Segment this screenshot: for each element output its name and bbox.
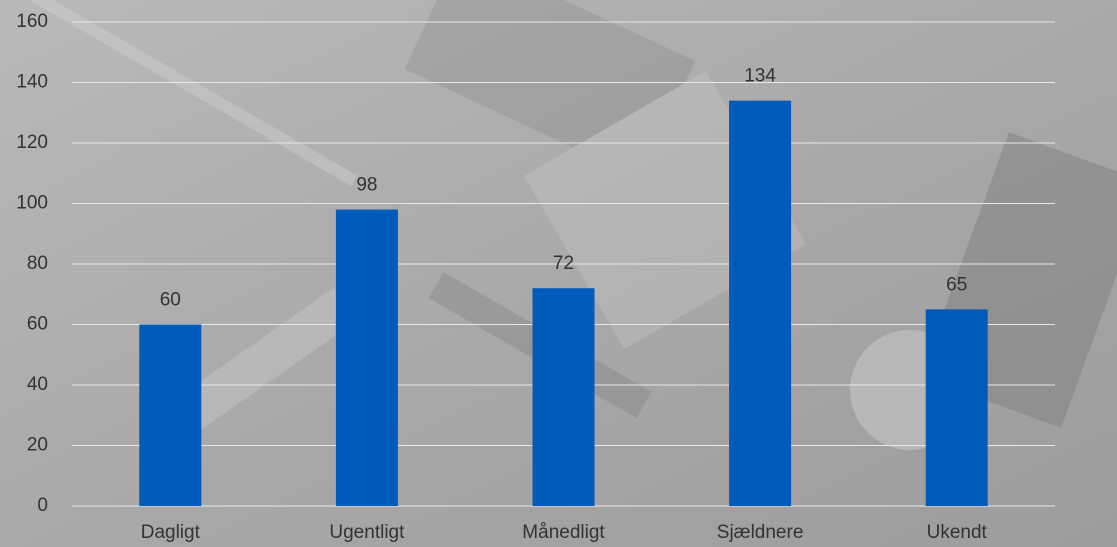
bar bbox=[533, 288, 595, 506]
data-label: 60 bbox=[160, 290, 181, 311]
x-tick-label: Sjældnere bbox=[717, 522, 804, 543]
chart: 0 20 40 60 80 100 120 140 160 Dagligt 60 Ugentligt 9… bbox=[0, 0, 1117, 547]
data-label: 134 bbox=[744, 66, 776, 87]
y-tick-label: 0 bbox=[37, 495, 48, 516]
data-label: 65 bbox=[946, 274, 967, 295]
x-tick-label: Ukendt bbox=[927, 522, 988, 543]
y-tick-label: 160 bbox=[16, 11, 48, 32]
bar bbox=[336, 210, 398, 506]
bar bbox=[729, 101, 791, 506]
y-tick-label: 100 bbox=[16, 193, 48, 214]
y-tick-label: 40 bbox=[27, 374, 48, 395]
x-tick-label: Dagligt bbox=[141, 522, 201, 543]
x-tick-label: Månedligt bbox=[522, 522, 605, 543]
y-tick-label: 60 bbox=[27, 314, 48, 335]
y-tick-label: 20 bbox=[27, 435, 48, 456]
bar bbox=[926, 309, 988, 506]
y-tick-label: 120 bbox=[16, 132, 48, 153]
data-label: 72 bbox=[553, 253, 574, 274]
x-tick-label: Ugentligt bbox=[329, 522, 405, 543]
bar bbox=[139, 325, 201, 507]
page: 0 20 40 60 80 100 120 140 160 Dagligt 60 Ugentligt 9… bbox=[0, 0, 1117, 547]
y-tick-label: 80 bbox=[27, 253, 48, 274]
data-label: 98 bbox=[356, 175, 377, 196]
y-tick-label: 140 bbox=[16, 72, 48, 93]
